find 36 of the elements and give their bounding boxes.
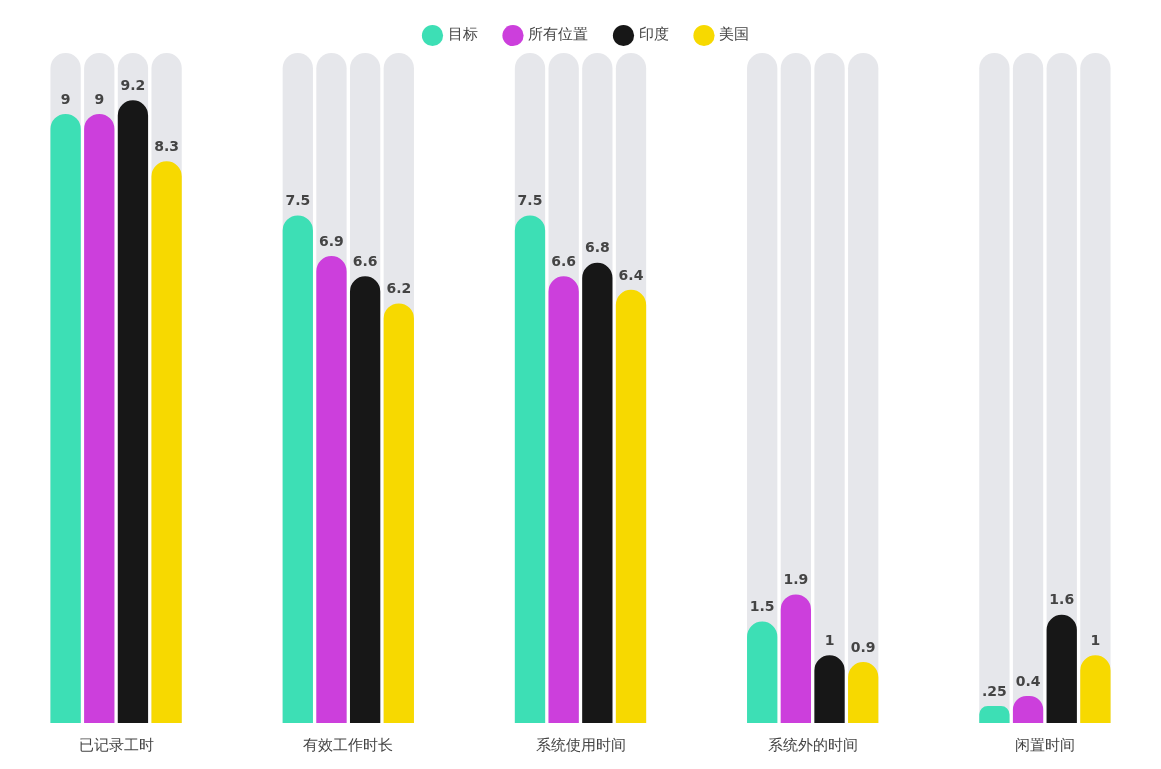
data-label: 8.3 <box>154 137 180 154</box>
data-label: 6.6 <box>352 252 378 269</box>
legend-label: 所有位置 <box>528 25 588 44</box>
data-label: 0.4 <box>1015 672 1041 689</box>
bar <box>780 594 812 723</box>
bar <box>747 621 778 723</box>
data-label: 1.5 <box>749 598 775 615</box>
data-label: 1 <box>824 631 835 648</box>
data-label: 0.9 <box>850 638 876 655</box>
bar <box>814 655 845 723</box>
data-label: 9.2 <box>120 77 146 94</box>
data-label: 6.8 <box>584 239 610 256</box>
data-label: 9 <box>60 90 71 107</box>
legend-label: 美国 <box>719 25 749 44</box>
data-label: 1.9 <box>783 571 809 588</box>
data-label: 7.5 <box>285 192 311 209</box>
x-tick-label: 系统使用时间 <box>535 735 626 754</box>
x-tick-label: 系统外的时间 <box>767 735 858 754</box>
data-label: 7.5 <box>517 192 543 209</box>
data-label: 1.6 <box>1049 591 1075 608</box>
data-label: .25 <box>981 682 1007 699</box>
data-label: 1 <box>1090 631 1101 648</box>
bar <box>1080 655 1111 723</box>
bar <box>1046 614 1077 723</box>
legend-label: 目标 <box>447 25 478 44</box>
bar <box>979 706 1010 723</box>
data-label: 6.4 <box>618 266 644 283</box>
data-label: 6.9 <box>319 232 344 249</box>
x-tick-label: 有效工作时长 <box>303 735 394 754</box>
bar <box>848 662 879 723</box>
x-tick-label: 闲置时间 <box>1014 735 1075 754</box>
data-label: 9 <box>94 90 105 107</box>
x-tick-label: 已记录工时 <box>78 735 154 754</box>
legend-label: 印度 <box>638 25 669 44</box>
data-label: 6.6 <box>551 252 577 269</box>
data-label: 6.2 <box>386 280 412 297</box>
